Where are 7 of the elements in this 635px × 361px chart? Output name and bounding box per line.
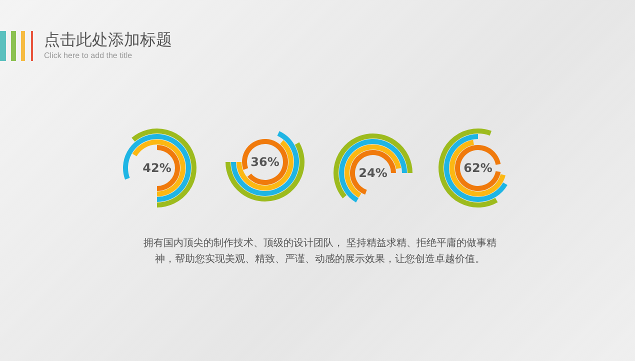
data-label: 42%: [142, 161, 172, 176]
text: 拥有国内顶尖的制作技术、顶级的设计团队， 坚持精益求精、拒绝平庸的做事精神，帮助您实现美观、精致、严谨、动感的展示效果，让您创造卓越价值。: [142, 236, 498, 267]
data-label: 36%: [250, 155, 280, 170]
text: 点击此处添加标题: [44, 30, 172, 51]
data-label: 24%: [358, 166, 388, 180]
data-label: 62%: [464, 161, 492, 176]
text: Click here to add the title: [44, 51, 132, 60]
